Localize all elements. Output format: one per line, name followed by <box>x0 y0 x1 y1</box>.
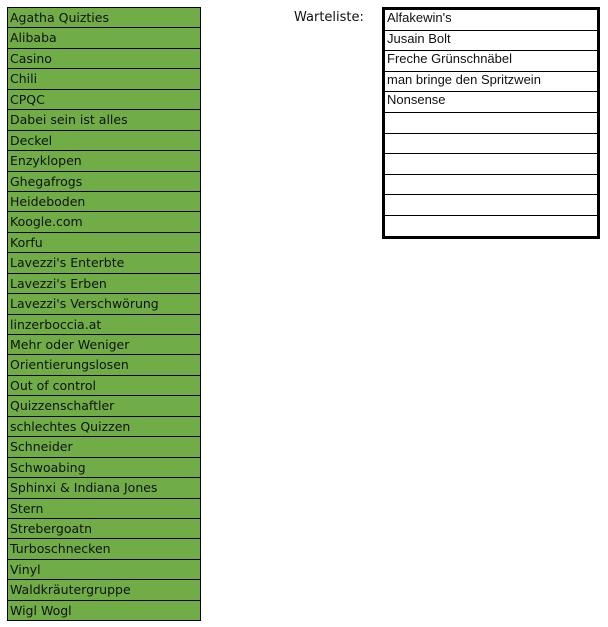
team-cell[interactable]: linzerboccia.at <box>7 314 201 335</box>
team-cell[interactable]: Vinyl <box>7 559 201 581</box>
team-cell[interactable]: Wigl Wogl <box>7 600 201 622</box>
team-cell[interactable]: Strebergoatn <box>7 518 201 540</box>
waitlist-cell[interactable]: Alfakewin's <box>385 10 597 31</box>
waitlist-cell[interactable] <box>385 216 597 236</box>
team-cell[interactable]: Mehr oder Weniger <box>7 335 201 356</box>
team-cell[interactable]: Out of control <box>7 375 201 397</box>
team-cell[interactable]: CPQC <box>7 89 201 111</box>
waitlist-cell[interactable]: Freche Grünschnäbel <box>385 51 597 72</box>
waitlist-cell[interactable] <box>385 195 597 216</box>
team-cell[interactable]: Sphinxi & Indiana Jones <box>7 478 201 499</box>
team-cell[interactable]: Lavezzi's Enterbte <box>7 253 201 274</box>
waitlist-cell[interactable] <box>385 175 597 196</box>
team-list: Agatha Quizties Alibaba Casino Chili CPQC Dab… <box>7 7 201 622</box>
team-cell[interactable]: schlechtes Quizzen <box>7 416 201 438</box>
team-cell[interactable]: Korfu <box>7 232 201 254</box>
team-cell[interactable]: Heideboden <box>7 191 201 213</box>
team-cell[interactable]: Alibaba <box>7 28 201 49</box>
team-cell[interactable]: Waldkräutergruppe <box>7 580 201 601</box>
team-cell[interactable]: Stern <box>7 498 201 519</box>
waitlist-cell[interactable]: Nonsense <box>385 92 597 113</box>
waitlist-label: Warteliste: <box>294 10 364 25</box>
team-cell[interactable]: Agatha Quizties <box>7 7 201 29</box>
waitlist-cell[interactable]: man bringe den Spritzwein <box>385 72 597 93</box>
waitlist-cell[interactable]: Jusain Bolt <box>385 31 597 52</box>
team-cell[interactable]: Turboschnecken <box>7 539 201 560</box>
team-cell[interactable]: Lavezzi's Erben <box>7 273 201 295</box>
team-cell[interactable]: Schneider <box>7 437 201 458</box>
waitlist-cell[interactable] <box>385 113 597 134</box>
team-cell[interactable]: Chili <box>7 69 201 90</box>
team-cell[interactable]: Koogle.com <box>7 212 201 233</box>
waitlist-table: Alfakewin's Jusain Bolt Freche Grünschnäbe… <box>382 7 600 239</box>
team-cell[interactable]: Ghegafrogs <box>7 171 201 192</box>
waitlist-cell[interactable] <box>385 154 597 175</box>
team-cell[interactable]: Schwoabing <box>7 457 201 479</box>
team-cell[interactable]: Dabei sein ist alles <box>7 110 201 131</box>
team-cell[interactable]: Quizzenschaftler <box>7 396 201 417</box>
team-cell[interactable]: Enzyklopen <box>7 151 201 172</box>
team-cell[interactable]: Deckel <box>7 130 201 152</box>
waitlist-cell[interactable] <box>385 134 597 155</box>
team-cell[interactable]: Casino <box>7 48 201 70</box>
team-cell[interactable]: Lavezzi's Verschwörung <box>7 294 201 315</box>
team-cell[interactable]: Orientierungslosen <box>7 355 201 376</box>
